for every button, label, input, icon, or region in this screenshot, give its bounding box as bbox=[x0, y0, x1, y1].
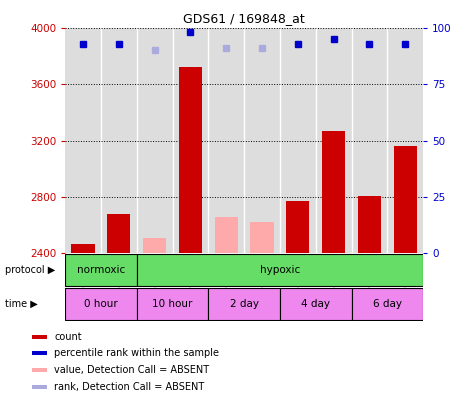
Text: 6 day: 6 day bbox=[373, 299, 402, 309]
Bar bbox=[387, 28, 423, 253]
Text: 4 day: 4 day bbox=[301, 299, 330, 309]
Bar bbox=[173, 28, 208, 253]
Bar bbox=[214, 217, 238, 253]
Bar bbox=[65, 28, 101, 253]
Bar bbox=[101, 28, 137, 253]
Bar bbox=[107, 214, 131, 253]
Bar bbox=[280, 288, 352, 320]
Bar bbox=[208, 28, 244, 253]
Bar bbox=[65, 254, 137, 286]
Bar bbox=[244, 28, 280, 253]
Bar bbox=[32, 368, 47, 372]
Bar bbox=[32, 351, 47, 356]
Bar bbox=[393, 146, 417, 253]
Text: hypoxic: hypoxic bbox=[260, 265, 300, 275]
Bar bbox=[322, 131, 345, 253]
Bar bbox=[143, 238, 166, 253]
Bar bbox=[280, 28, 316, 253]
Bar bbox=[32, 385, 47, 389]
Bar bbox=[358, 196, 381, 253]
Text: count: count bbox=[54, 332, 82, 342]
Bar bbox=[352, 28, 387, 253]
Text: value, Detection Call = ABSENT: value, Detection Call = ABSENT bbox=[54, 365, 210, 375]
Bar bbox=[316, 28, 352, 253]
Bar bbox=[137, 28, 173, 253]
Bar bbox=[137, 254, 423, 286]
Text: time ▶: time ▶ bbox=[5, 299, 37, 309]
Text: normoxic: normoxic bbox=[77, 265, 125, 275]
Text: 2 day: 2 day bbox=[230, 299, 259, 309]
Bar bbox=[71, 244, 95, 253]
Bar bbox=[286, 201, 310, 253]
Bar bbox=[65, 288, 137, 320]
Text: 10 hour: 10 hour bbox=[153, 299, 193, 309]
Text: 0 hour: 0 hour bbox=[84, 299, 118, 309]
Bar bbox=[352, 288, 423, 320]
Text: protocol ▶: protocol ▶ bbox=[5, 265, 55, 275]
Bar bbox=[250, 223, 274, 253]
Bar bbox=[137, 288, 208, 320]
Text: rank, Detection Call = ABSENT: rank, Detection Call = ABSENT bbox=[54, 382, 205, 392]
Text: percentile rank within the sample: percentile rank within the sample bbox=[54, 348, 219, 358]
Bar bbox=[32, 335, 47, 339]
Bar bbox=[208, 288, 280, 320]
Title: GDS61 / 169848_at: GDS61 / 169848_at bbox=[183, 12, 305, 25]
Bar bbox=[179, 67, 202, 253]
